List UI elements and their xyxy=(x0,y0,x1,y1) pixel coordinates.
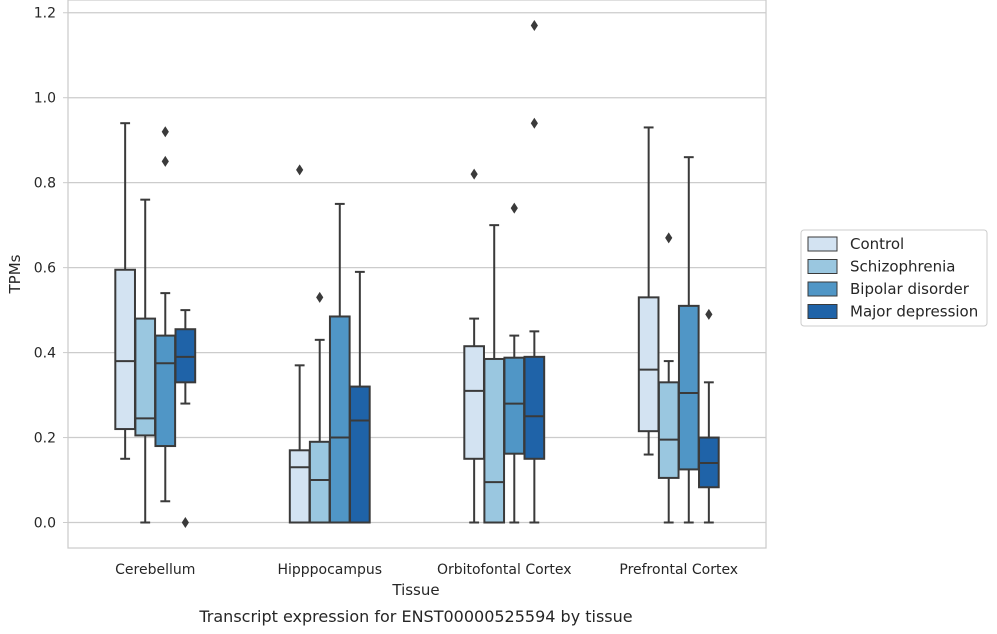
box-body xyxy=(637,296,660,433)
outlier-point xyxy=(161,126,169,138)
outlier-point xyxy=(665,232,673,244)
y-tick-label: 0.4 xyxy=(34,346,56,362)
x-axis: Cerebellum Hipppocampus Orbitofontal Corte… xyxy=(115,562,738,578)
box xyxy=(483,224,506,524)
legend-frame xyxy=(800,229,988,327)
y-tick-label: 0.6 xyxy=(34,261,56,277)
box-body xyxy=(483,357,506,524)
box-body xyxy=(503,356,526,455)
outlier-point xyxy=(161,155,169,167)
legend-swatch xyxy=(807,281,838,297)
box xyxy=(134,198,157,524)
box-body xyxy=(657,381,680,479)
box-body xyxy=(349,385,371,524)
legend-label: Schizophrenia xyxy=(850,258,955,276)
legend-swatch xyxy=(807,259,838,274)
outlier-point xyxy=(530,117,538,129)
box xyxy=(503,202,526,524)
x-axis-title: Tissue xyxy=(391,581,439,599)
box xyxy=(349,270,371,524)
box xyxy=(698,308,720,524)
outlier-point xyxy=(316,291,324,303)
legend-swatch xyxy=(807,304,838,319)
outlier-point xyxy=(705,308,713,320)
legend-label: Bipolar disorder xyxy=(850,280,970,298)
box xyxy=(154,126,177,503)
box xyxy=(657,232,680,524)
outlier-point xyxy=(510,202,518,214)
legend-swatch xyxy=(807,236,838,252)
y-tick-label: 0.8 xyxy=(34,176,56,192)
plot-area xyxy=(67,0,767,549)
y-tick-label: 1.0 xyxy=(34,91,56,107)
box-body xyxy=(308,440,331,524)
outlier-point xyxy=(181,517,189,529)
legend-label: Major depression xyxy=(850,303,978,321)
box-body xyxy=(114,268,136,431)
legend-label: Control xyxy=(850,235,904,253)
box xyxy=(174,309,197,529)
chart-caption: Transcript expression for ENST0000052559… xyxy=(198,607,632,626)
x-tick-label: Hipppocampus xyxy=(277,562,382,578)
box xyxy=(637,126,660,456)
legend: Control Schizophrenia Bipolar disorder Majo… xyxy=(800,229,988,327)
box xyxy=(523,19,546,524)
x-tick-label: Cerebellum xyxy=(115,562,195,578)
x-tick-label: Prefrontal Cortex xyxy=(619,562,738,578)
box-body xyxy=(328,315,351,524)
boxes xyxy=(114,19,720,529)
box xyxy=(677,156,700,524)
y-tick-label: 1.2 xyxy=(34,6,56,22)
box-body xyxy=(523,355,546,460)
box-body xyxy=(174,328,197,384)
box xyxy=(288,164,311,524)
box-body xyxy=(677,304,700,471)
x-tick-label: Orbitofontal Cortex xyxy=(437,562,572,578)
y-tick-label: 0.2 xyxy=(34,431,56,447)
y-tick-label: 0.0 xyxy=(34,516,56,532)
y-axis: 0.0 0.2 0.4 0.6 0.8 1.0 1.2 xyxy=(34,6,68,532)
outlier-point xyxy=(470,168,478,180)
box-body xyxy=(463,345,485,460)
box-body xyxy=(154,334,177,448)
outlier-point xyxy=(296,164,304,176)
y-axis-title: TPMs xyxy=(6,254,24,294)
box-body xyxy=(288,449,311,524)
outlier-point xyxy=(530,19,538,31)
